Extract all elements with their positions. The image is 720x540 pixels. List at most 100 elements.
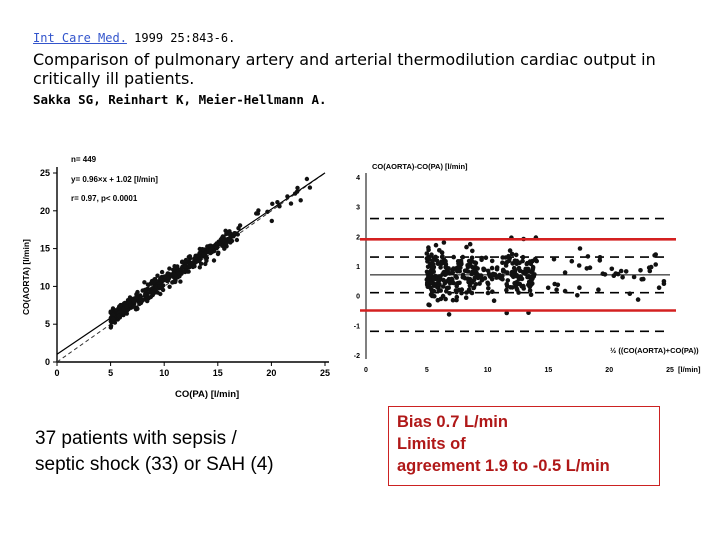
data-point [110,312,116,318]
data-point [151,279,157,285]
data-point [451,266,456,271]
ba-x-tick-label: 5 [425,367,429,374]
data-point [506,258,512,264]
data-point [485,290,491,296]
data-point [142,287,148,293]
data-point [436,288,441,293]
data-point [504,310,509,316]
data-point [460,272,466,278]
data-point [190,260,195,266]
data-point [446,312,452,317]
data-point [285,194,290,199]
data-point [575,293,580,298]
ba-x-tick-label: 25 [666,367,674,374]
data-point [131,304,136,309]
data-point [277,204,282,209]
data-point [489,265,495,271]
data-point [602,272,608,277]
data-point [454,297,459,303]
data-point [562,270,568,275]
data-point [427,302,432,308]
patient-note: 37 patients with sepsis / septic shock (… [35,426,274,478]
limits-line: Limits of [397,435,466,453]
data-point [429,252,434,257]
data-point [467,241,473,247]
ba-x-tick-label: 10 [484,367,492,374]
data-point [485,281,491,287]
data-point [433,254,438,260]
data-point [500,260,505,265]
data-point [429,289,435,295]
ba-y-tick-label: 0 [356,294,360,301]
data-point [528,269,533,274]
data-point [187,254,193,259]
data-point [512,280,517,286]
data-point [463,295,469,300]
data-point [467,283,473,288]
data-point [507,248,513,253]
data-point [489,276,495,282]
data-point [292,191,298,196]
data-point [155,273,160,278]
data-point [444,288,449,294]
bias-box: Bias 0.7 L/min Limits of agreement 1.9 t… [388,406,660,486]
data-point [436,281,442,287]
data-point [569,258,575,264]
regression-plot-area: 0 5 10 15 20 25 0 5 10 15 20 25 [40,167,330,378]
data-point [426,256,431,261]
data-point [424,277,430,283]
data-point [142,280,147,285]
data-point [441,240,447,245]
data-point [442,280,448,286]
data-point [447,291,452,296]
data-point [528,292,534,297]
data-point [127,295,133,300]
data-point [526,282,531,288]
data-point [171,267,176,272]
data-point [134,295,139,300]
data-point [631,274,637,280]
data-point [121,306,126,312]
x-tick-label: 25 [320,368,330,378]
data-point [256,208,261,213]
data-point [108,309,113,314]
data-point [433,242,439,248]
data-point [146,282,151,287]
data-point [215,251,221,257]
data-point [221,235,226,240]
data-point [269,218,274,224]
data-point [167,266,172,271]
data-point [465,264,471,270]
y-axis-label: CO(AORTA) [l/min] [21,239,31,315]
data-point [490,271,496,277]
data-point [182,264,187,269]
data-point [456,287,462,293]
data-point [510,261,515,266]
citation-ref: 1999 25:843-6. [126,31,236,45]
data-point [288,201,294,206]
data-point [131,298,137,304]
x-tick-label: 5 [108,368,113,378]
data-point [116,313,122,319]
data-point [439,261,444,266]
journal-link[interactable]: Int Care Med. [33,31,127,45]
data-point [454,283,459,289]
data-point [428,285,433,290]
data-point [479,277,485,283]
data-point [443,271,449,277]
data-point [435,261,441,266]
data-point [466,287,472,292]
ba-y-axis-label: CO(AORTA)-CO(PA) [l/min] [372,162,468,171]
bias-line: Bias 0.7 L/min [397,413,508,431]
data-point [481,266,486,272]
data-point [500,267,506,273]
data-point [158,276,163,282]
data-point [457,268,462,274]
ba-x-tick-label: 20 [605,367,613,374]
y-tick-label: 20 [40,206,50,216]
data-point [545,285,551,291]
data-point [198,261,204,266]
data-point [653,262,658,267]
data-point [469,255,475,261]
data-point [438,296,444,302]
